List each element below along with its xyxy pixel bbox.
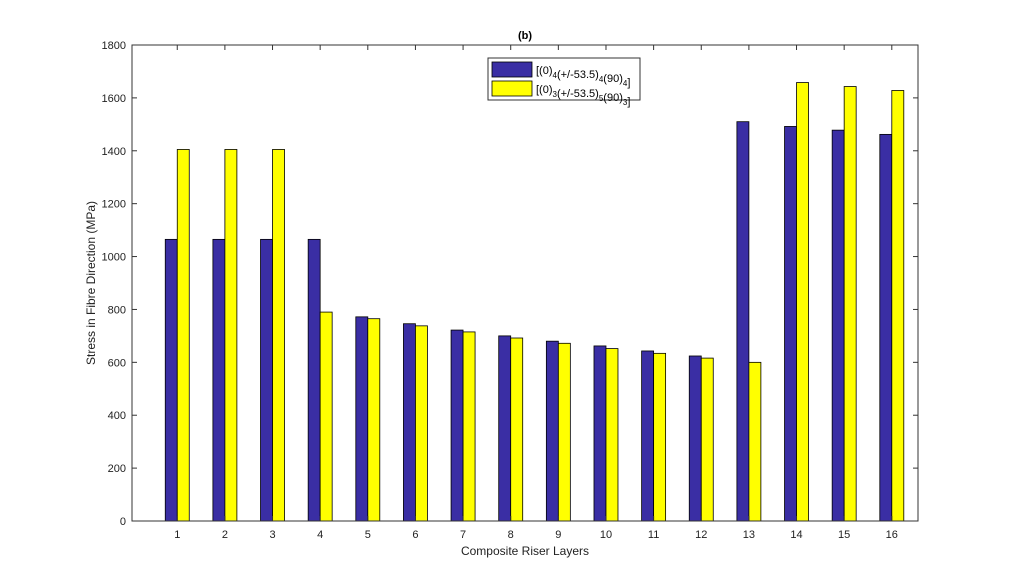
bar-series1-layer-14 [784, 126, 797, 522]
legend: [(0)4(+/-53.5)4(90)4][(0)3(+/-53.5)5(90)… [487, 57, 641, 108]
x-tick-label: 15 [838, 529, 850, 541]
bar-series1-layer-2 [212, 238, 226, 522]
bar-series2-layer-2 [224, 149, 238, 522]
y-tick-label: 200 [108, 463, 126, 475]
bar-series1-layer-10 [593, 345, 607, 522]
x-tick-label: 14 [790, 529, 802, 541]
x-tick-label: 10 [600, 529, 612, 541]
x-tick-label: 5 [365, 529, 371, 541]
bar-series2-layer-11 [653, 352, 667, 522]
y-tick-label: 0 [120, 516, 126, 528]
x-tick-label: 12 [695, 529, 707, 541]
bar-series2-layer-3 [272, 149, 285, 522]
x-tick-label: 7 [460, 529, 466, 541]
y-tick-label: 1800 [102, 40, 126, 52]
x-tick-label: 1 [174, 529, 180, 541]
bar-series2-layer-6 [415, 325, 428, 522]
y-tick-label: 400 [108, 410, 126, 422]
y-tick-label: 1000 [102, 252, 126, 264]
bar-series2-layer-15 [843, 86, 857, 522]
y-tick-label: 1200 [102, 199, 126, 211]
plot-frame [131, 44, 919, 522]
bar-series1-layer-7 [450, 329, 464, 522]
y-axis-label: Stress in Fibre Direction (MPa) [84, 201, 98, 365]
bar-series1-layer-8 [498, 335, 512, 522]
y-tick-label: 600 [108, 357, 126, 369]
bar-series2-layer-9 [557, 342, 571, 522]
bar-series1-layer-15 [831, 129, 845, 522]
bar-series2-layer-5 [367, 318, 381, 522]
x-tick-label: 6 [412, 529, 418, 541]
bar-series2-layer-7 [462, 331, 476, 522]
bar-series2-layer-13 [748, 361, 762, 522]
bar-series2-layer-4 [319, 311, 333, 522]
x-tick-label: 4 [317, 529, 323, 541]
legend-swatch-series2 [491, 80, 533, 97]
y-tick-label: 800 [108, 304, 126, 316]
legend-swatch-series1 [491, 61, 533, 78]
x-axis: 1 2 3 4 5 6 7 8 9 10 11 12 13 14 15 16 [174, 45, 898, 541]
x-tick-label: 3 [269, 529, 275, 541]
bars-layer [164, 82, 905, 522]
x-tick-label: 9 [555, 529, 561, 541]
y-tick-label: 1600 [102, 93, 126, 105]
bar-series1-layer-6 [403, 323, 416, 522]
bar-series2-layer-1 [176, 149, 190, 522]
bar-series1-layer-4 [307, 238, 321, 522]
bar-series2-layer-8 [510, 337, 524, 522]
chart-title: (b) [518, 30, 532, 42]
x-tick-label: 13 [743, 529, 755, 541]
legend-label-series2: [(0)3(+/-53.5)5(90)3] [536, 84, 630, 108]
x-tick-label: 11 [648, 529, 659, 541]
x-tick-label: 2 [222, 529, 228, 541]
x-axis-label: Composite Riser Layers [461, 544, 589, 558]
bar-series1-layer-11 [641, 350, 655, 522]
bar-series2-layer-12 [700, 357, 714, 522]
bar-series1-layer-5 [355, 316, 369, 522]
bar-series2-layer-10 [605, 348, 619, 522]
bar-series2-layer-14 [796, 82, 809, 522]
bar-series1-layer-16 [879, 133, 893, 522]
bar-series2-layer-16 [891, 90, 905, 522]
bar-series1-layer-12 [688, 355, 702, 522]
y-tick-label: 1400 [102, 146, 126, 158]
legend-label-series1: [(0)4(+/-53.5)4(90)4] [536, 65, 630, 89]
x-tick-label: 8 [508, 529, 514, 541]
bar-series1-layer-9 [545, 340, 559, 522]
bar-series1-layer-13 [736, 121, 750, 522]
bar-series1-layer-3 [260, 238, 273, 522]
bar-series1-layer-1 [164, 238, 178, 522]
y-axis: 0 200 400 600 800 1000 1200 1400 1600 1800 [102, 40, 918, 528]
x-tick-label: 16 [886, 529, 898, 541]
